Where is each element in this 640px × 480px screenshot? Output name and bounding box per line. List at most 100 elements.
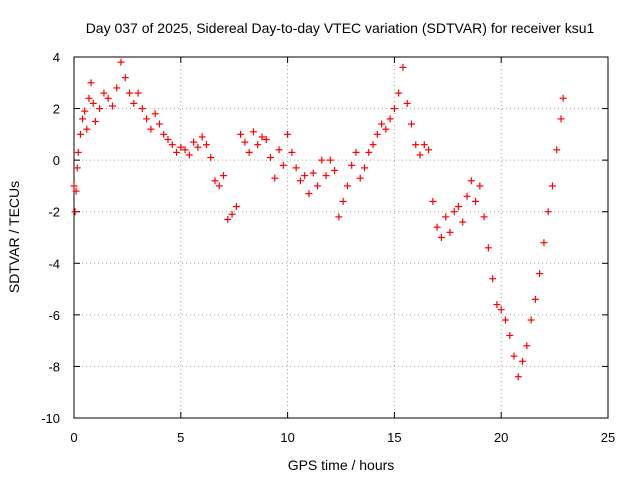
data-point bbox=[126, 89, 134, 97]
data-point bbox=[407, 120, 415, 128]
data-point bbox=[96, 105, 104, 113]
data-point bbox=[245, 148, 253, 156]
data-point bbox=[177, 143, 185, 151]
data-point bbox=[292, 164, 300, 172]
data-point bbox=[76, 130, 84, 138]
data-point bbox=[104, 94, 112, 102]
x-tick-labels: 0 5 10 15 20 25 bbox=[70, 430, 615, 445]
data-point bbox=[429, 197, 437, 205]
data-point bbox=[164, 136, 172, 144]
data-point bbox=[113, 84, 121, 92]
data-point bbox=[232, 203, 240, 211]
axis-ticks bbox=[73, 56, 609, 419]
data-point bbox=[514, 373, 522, 381]
chart-title: Day 037 of 2025, Sidereal Day-to-day VTE… bbox=[86, 20, 595, 36]
data-point bbox=[412, 141, 420, 149]
data-point bbox=[198, 133, 206, 141]
data-point bbox=[369, 141, 377, 149]
data-point bbox=[433, 223, 441, 231]
data-point bbox=[87, 79, 95, 87]
data-point bbox=[79, 115, 87, 123]
data-point bbox=[108, 102, 116, 110]
data-point bbox=[446, 228, 454, 236]
data-point bbox=[544, 208, 552, 216]
data-point bbox=[185, 151, 193, 159]
data-point bbox=[284, 130, 292, 138]
data-point bbox=[215, 182, 223, 190]
y-tick-labels: 4 2 0 -2 -4 -6 -8 -10 bbox=[41, 50, 60, 426]
data-point bbox=[160, 130, 168, 138]
data-point bbox=[399, 63, 407, 71]
data-point bbox=[378, 120, 386, 128]
x-tick-label: 25 bbox=[601, 430, 615, 445]
y-axis-label: SDTVAR / TECUs bbox=[6, 181, 22, 293]
data-point bbox=[519, 357, 527, 365]
data-point bbox=[523, 342, 531, 350]
x-axis-label: GPS time / hours bbox=[288, 457, 395, 473]
x-tick-label: 20 bbox=[494, 430, 508, 445]
data-point bbox=[335, 213, 343, 221]
data-point bbox=[130, 99, 138, 107]
data-point bbox=[155, 120, 163, 128]
data-point bbox=[71, 208, 79, 216]
data-point bbox=[220, 172, 228, 180]
data-point bbox=[540, 239, 548, 247]
data-point bbox=[254, 141, 262, 149]
data-point bbox=[241, 138, 249, 146]
data-point bbox=[72, 187, 80, 195]
data-point bbox=[224, 215, 232, 223]
data-point bbox=[207, 154, 215, 162]
data-point bbox=[151, 110, 159, 118]
data-point bbox=[450, 208, 458, 216]
data-point bbox=[267, 154, 275, 162]
data-point bbox=[194, 143, 202, 151]
x-tick-label: 15 bbox=[387, 430, 401, 445]
data-point bbox=[279, 161, 287, 169]
data-point bbox=[74, 148, 82, 156]
data-point bbox=[416, 151, 424, 159]
data-point bbox=[531, 295, 539, 303]
data-point bbox=[348, 161, 356, 169]
data-point bbox=[301, 172, 309, 180]
data-point bbox=[360, 164, 368, 172]
data-point bbox=[83, 125, 91, 133]
data-point bbox=[249, 128, 257, 136]
data-point bbox=[536, 270, 544, 278]
data-point bbox=[442, 213, 450, 221]
data-point bbox=[343, 182, 351, 190]
data-point bbox=[467, 177, 475, 185]
data-point bbox=[211, 177, 219, 185]
plot-frame bbox=[73, 56, 609, 419]
data-point bbox=[296, 177, 304, 185]
data-point bbox=[100, 89, 108, 97]
y-tick-label: -10 bbox=[41, 411, 60, 426]
data-point bbox=[493, 301, 501, 309]
y-tick-label: 0 bbox=[53, 153, 60, 168]
data-point bbox=[143, 115, 151, 123]
data-point bbox=[553, 146, 561, 154]
data-points bbox=[70, 58, 567, 381]
data-point bbox=[138, 105, 146, 113]
data-point bbox=[85, 94, 93, 102]
data-point bbox=[403, 99, 411, 107]
data-point bbox=[365, 148, 373, 156]
y-tick-label: 2 bbox=[53, 102, 60, 117]
data-point bbox=[318, 156, 326, 164]
data-point bbox=[322, 172, 330, 180]
data-point bbox=[501, 316, 509, 324]
data-point bbox=[288, 148, 296, 156]
data-point bbox=[314, 182, 322, 190]
data-point bbox=[181, 146, 189, 154]
x-tick-label: 0 bbox=[70, 430, 77, 445]
data-point bbox=[463, 192, 471, 200]
data-point bbox=[373, 130, 381, 138]
y-tick-label: -6 bbox=[48, 308, 60, 323]
data-point bbox=[89, 99, 97, 107]
y-tick-label: -4 bbox=[48, 256, 60, 271]
data-point bbox=[454, 203, 462, 211]
data-point bbox=[510, 352, 518, 360]
data-point bbox=[326, 156, 334, 164]
data-point bbox=[147, 125, 155, 133]
data-point bbox=[390, 105, 398, 113]
